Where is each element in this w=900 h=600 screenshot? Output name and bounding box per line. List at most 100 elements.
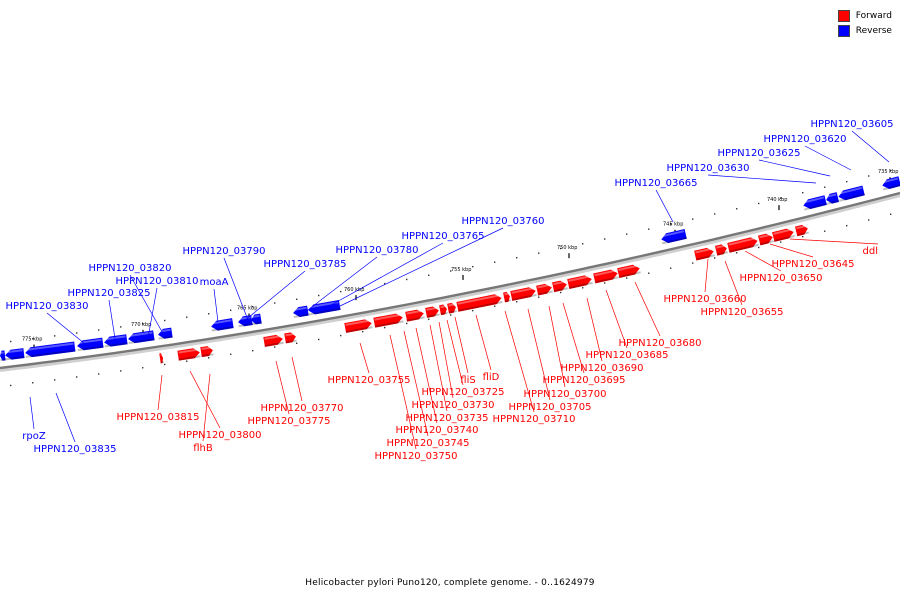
gene-arrow[interactable] — [200, 345, 214, 358]
gene-arrow[interactable] — [727, 236, 759, 253]
gene-shade — [426, 313, 440, 318]
gene-arrow[interactable] — [127, 330, 155, 345]
gene-arrow[interactable] — [758, 232, 774, 246]
gene-highlight — [594, 269, 617, 277]
leader-line — [605, 289, 628, 349]
gene-arrow[interactable] — [837, 185, 865, 202]
lower-dot — [494, 305, 496, 307]
gene-body[interactable] — [177, 347, 200, 361]
gene-body[interactable] — [263, 334, 283, 347]
gene-label: HPPN120_03775 — [248, 416, 331, 427]
gene-arrow[interactable] — [881, 176, 900, 191]
gene-label: HPPN120_03725 — [422, 387, 505, 398]
gene-body[interactable] — [373, 312, 403, 328]
gene-arrow[interactable] — [567, 274, 593, 289]
gene-body[interactable] — [694, 246, 715, 261]
gene-arrow[interactable] — [373, 312, 404, 328]
gene-arrow[interactable] — [237, 315, 253, 328]
gene-arrow[interactable] — [0, 350, 6, 361]
gene-arrow[interactable] — [714, 243, 729, 256]
gene-body[interactable] — [344, 318, 372, 333]
lower-dot — [626, 277, 628, 279]
gene-body[interactable] — [510, 286, 537, 301]
gene-arrow[interactable] — [447, 302, 457, 314]
gene-body[interactable] — [159, 353, 163, 364]
gene-body[interactable] — [210, 318, 234, 331]
gene-arrow[interactable] — [503, 291, 511, 303]
gene-body[interactable] — [4, 348, 25, 360]
gene-arrow[interactable] — [536, 283, 553, 296]
gene-features[interactable] — [0, 176, 900, 364]
gene-arrow[interactable] — [292, 305, 309, 319]
gene-body[interactable] — [284, 332, 297, 344]
gene-body[interactable] — [292, 305, 309, 318]
gene-arrow[interactable] — [159, 353, 164, 364]
gene-body[interactable] — [237, 315, 253, 327]
gene-arrow[interactable] — [344, 318, 373, 333]
gene-body[interactable] — [727, 236, 759, 253]
gene-body[interactable] — [103, 334, 128, 347]
gene-body[interactable] — [825, 192, 840, 205]
upper-dot — [714, 213, 716, 215]
lower-dot — [670, 267, 672, 269]
gene-body[interactable] — [802, 195, 827, 210]
gene-body[interactable] — [714, 243, 728, 256]
gene-arrow[interactable] — [439, 304, 448, 316]
gene-body[interactable] — [837, 185, 865, 202]
gene-body[interactable] — [200, 345, 213, 358]
gene-arrow[interactable] — [552, 279, 568, 293]
gene-arrow[interactable] — [25, 341, 76, 358]
gene-arrow[interactable] — [593, 268, 619, 284]
gene-arrow[interactable] — [425, 306, 440, 318]
gene-body[interactable] — [794, 224, 809, 237]
gene-label: HPPN120_03695 — [543, 375, 626, 386]
gene-body[interactable] — [425, 306, 440, 318]
upper-dot — [758, 202, 760, 205]
gene-body[interactable] — [439, 304, 448, 316]
gene-label: HPPN120_03660 — [664, 294, 747, 305]
gene-body[interactable] — [593, 268, 619, 284]
gene-body[interactable] — [76, 337, 104, 351]
gene-body[interactable] — [405, 308, 425, 322]
gene-body[interactable] — [536, 283, 553, 296]
gene-body[interactable] — [25, 341, 76, 358]
gene-arrow[interactable] — [405, 308, 425, 322]
gene-body[interactable] — [127, 330, 155, 344]
gene-arrow[interactable] — [802, 195, 827, 211]
gene-body[interactable] — [447, 302, 457, 314]
gene-body[interactable] — [660, 229, 687, 244]
gene-body[interactable] — [617, 263, 641, 279]
gene-arrow[interactable] — [4, 348, 25, 361]
gene-arrow[interactable] — [307, 300, 341, 316]
gene-body[interactable] — [567, 274, 593, 289]
gene-highlight — [838, 186, 863, 195]
gene-arrow[interactable] — [772, 227, 795, 242]
gene-body[interactable] — [0, 350, 6, 361]
gene-arrow[interactable] — [825, 192, 840, 205]
gene-arrow[interactable] — [617, 263, 641, 279]
gene-arrow[interactable] — [177, 347, 201, 361]
gene-body[interactable] — [307, 300, 341, 315]
gene-body[interactable] — [881, 176, 900, 190]
upper-dot — [186, 316, 188, 318]
gene-body[interactable] — [456, 293, 502, 312]
gene-arrow[interactable] — [660, 229, 687, 245]
gene-body[interactable] — [250, 313, 262, 325]
gene-body[interactable] — [772, 227, 795, 242]
gene-arrow[interactable] — [456, 293, 503, 312]
gene-arrow[interactable] — [210, 318, 234, 332]
gene-arrow[interactable] — [794, 224, 810, 237]
gene-body[interactable] — [758, 232, 774, 246]
leader-line — [454, 316, 469, 374]
gene-body[interactable] — [552, 279, 568, 293]
gene-arrow[interactable] — [250, 313, 262, 326]
gene-arrow[interactable] — [510, 286, 537, 301]
gene-arrow[interactable] — [263, 334, 284, 347]
lower-dot — [692, 262, 694, 264]
gene-arrow[interactable] — [76, 337, 104, 352]
gene-body[interactable] — [157, 327, 173, 340]
gene-body[interactable] — [503, 291, 511, 303]
gene-arrow[interactable] — [157, 327, 173, 340]
gene-arrow[interactable] — [284, 332, 297, 344]
gene-arrow[interactable] — [694, 246, 715, 261]
